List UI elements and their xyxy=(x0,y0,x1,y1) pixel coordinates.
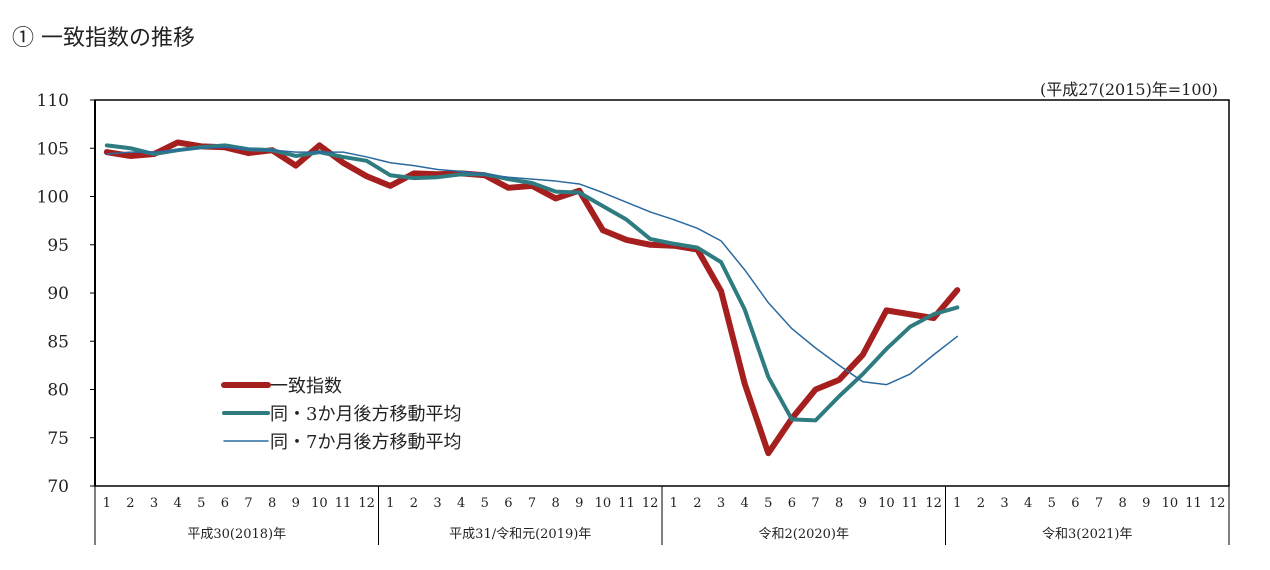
x-tick-label: 2 xyxy=(126,496,134,511)
y-tick-label: 100 xyxy=(37,188,69,208)
x-tick-label: 1 xyxy=(953,496,961,511)
x-tick-label: 12 xyxy=(1209,496,1226,511)
x-tick-label: 4 xyxy=(457,496,465,511)
x-tick-label: 3 xyxy=(150,496,158,511)
x-tick-label: 6 xyxy=(788,496,796,511)
x-tick-label: 2 xyxy=(977,496,985,511)
x-tick-label: 10 xyxy=(1162,496,1179,511)
x-tick-label: 10 xyxy=(595,496,612,511)
year-label: 平成31/令和元(2019)年 xyxy=(449,527,591,542)
x-tick-label: 8 xyxy=(268,496,276,511)
x-tick-label: 7 xyxy=(1095,496,1103,511)
x-tick-label: 5 xyxy=(764,496,772,511)
legend-label-1: 一致指数 xyxy=(270,376,342,397)
x-tick-label: 5 xyxy=(1048,496,1056,511)
x-tick-label: 1 xyxy=(386,496,394,511)
x-tick-label: 4 xyxy=(174,496,182,511)
legend-label-2: 同・3か月後方移動平均 xyxy=(270,404,461,425)
x-tick-label: 2 xyxy=(410,496,418,511)
legend-label-3: 同・7か月後方移動平均 xyxy=(270,432,461,453)
x-tick-label: 7 xyxy=(811,496,819,511)
y-tick-label: 70 xyxy=(47,477,69,497)
x-tick-label: 11 xyxy=(335,496,352,511)
x-tick-label: 12 xyxy=(642,496,659,511)
x-tick-label: 6 xyxy=(221,496,229,511)
x-tick-label: 3 xyxy=(1000,496,1008,511)
x-tick-label: 12 xyxy=(358,496,375,511)
x-tick-label: 3 xyxy=(717,496,725,511)
y-tick-label: 80 xyxy=(47,381,69,401)
x-tick-label: 1 xyxy=(670,496,678,511)
x-tick-label: 5 xyxy=(197,496,205,511)
y-tick-label: 90 xyxy=(47,284,69,304)
y-tick-label: 85 xyxy=(47,332,69,352)
x-tick-label: 8 xyxy=(552,496,560,511)
x-tick-label: 4 xyxy=(1024,496,1032,511)
x-tick-label: 5 xyxy=(481,496,489,511)
x-tick-label: 8 xyxy=(835,496,843,511)
plot-frame xyxy=(94,99,1230,487)
x-tick-label: 7 xyxy=(244,496,252,511)
x-tick-label: 6 xyxy=(504,496,512,511)
x-tick-label: 9 xyxy=(575,496,583,511)
x-tick-label: 11 xyxy=(618,496,635,511)
x-tick-label: 1 xyxy=(103,496,111,511)
x-tick-label: 10 xyxy=(878,496,895,511)
x-tick-label: 9 xyxy=(859,496,867,511)
y-tick-label: 75 xyxy=(47,429,69,449)
x-tick-label: 7 xyxy=(528,496,536,511)
x-tick-label: 10 xyxy=(311,496,328,511)
x-tick-label: 9 xyxy=(1142,496,1150,511)
x-tick-label: 11 xyxy=(1185,496,1202,511)
y-tick-label: 105 xyxy=(37,139,69,159)
year-label: 令和2(2020)年 xyxy=(759,527,850,542)
x-tick-label: 12 xyxy=(925,496,942,511)
unit-note: (平成27(2015)年=100) xyxy=(1040,80,1218,99)
x-tick-label: 11 xyxy=(902,496,919,511)
x-tick-label: 9 xyxy=(292,496,300,511)
year-label: 平成30(2018)年 xyxy=(187,527,286,542)
y-tick-label: 95 xyxy=(47,236,69,256)
x-tick-label: 6 xyxy=(1071,496,1079,511)
x-tick-label: 2 xyxy=(693,496,701,511)
chart-title: ① 一致指数の推移 xyxy=(12,26,195,51)
x-tick-label: 4 xyxy=(741,496,749,511)
year-label: 令和3(2021)年 xyxy=(1042,527,1133,542)
x-tick-label: 3 xyxy=(433,496,441,511)
y-tick-label: 110 xyxy=(37,91,69,111)
x-tick-label: 8 xyxy=(1119,496,1127,511)
